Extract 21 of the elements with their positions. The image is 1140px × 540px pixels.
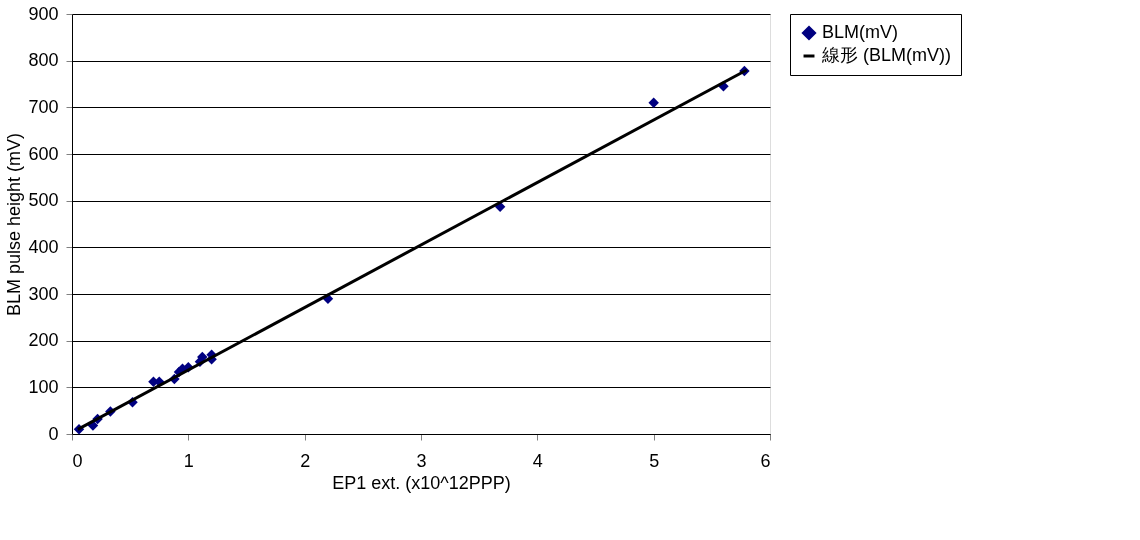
y-axis-title: BLM pulse height (mV) <box>4 132 25 317</box>
y-tick-label: 0 <box>48 423 59 444</box>
x-axis-title: EP1 ext. (x10^12PPP) <box>332 472 511 493</box>
x-tick-label: 4 <box>532 450 543 471</box>
y-tick-label: 600 <box>28 143 59 164</box>
y-tick-label: 300 <box>28 283 59 304</box>
x-tick-label: 5 <box>649 450 660 471</box>
legend-label: BLM(mV) <box>822 22 898 42</box>
legend-label: 線形 (BLM(mV)) <box>821 45 951 65</box>
x-tick-label: 3 <box>416 450 427 471</box>
y-tick-label: 900 <box>28 3 59 24</box>
y-tick-label: 500 <box>28 190 59 211</box>
x-tick-label: 1 <box>183 450 194 471</box>
y-tick-label: 200 <box>28 330 59 351</box>
y-tick-label: 800 <box>28 50 59 71</box>
x-tick-label: 2 <box>300 450 311 471</box>
y-tick-label: 100 <box>28 376 59 397</box>
x-tick-label: 0 <box>72 450 83 471</box>
x-tick-label: 6 <box>760 450 771 471</box>
y-tick-label: 700 <box>28 96 59 117</box>
y-tick-label: 400 <box>28 236 59 257</box>
